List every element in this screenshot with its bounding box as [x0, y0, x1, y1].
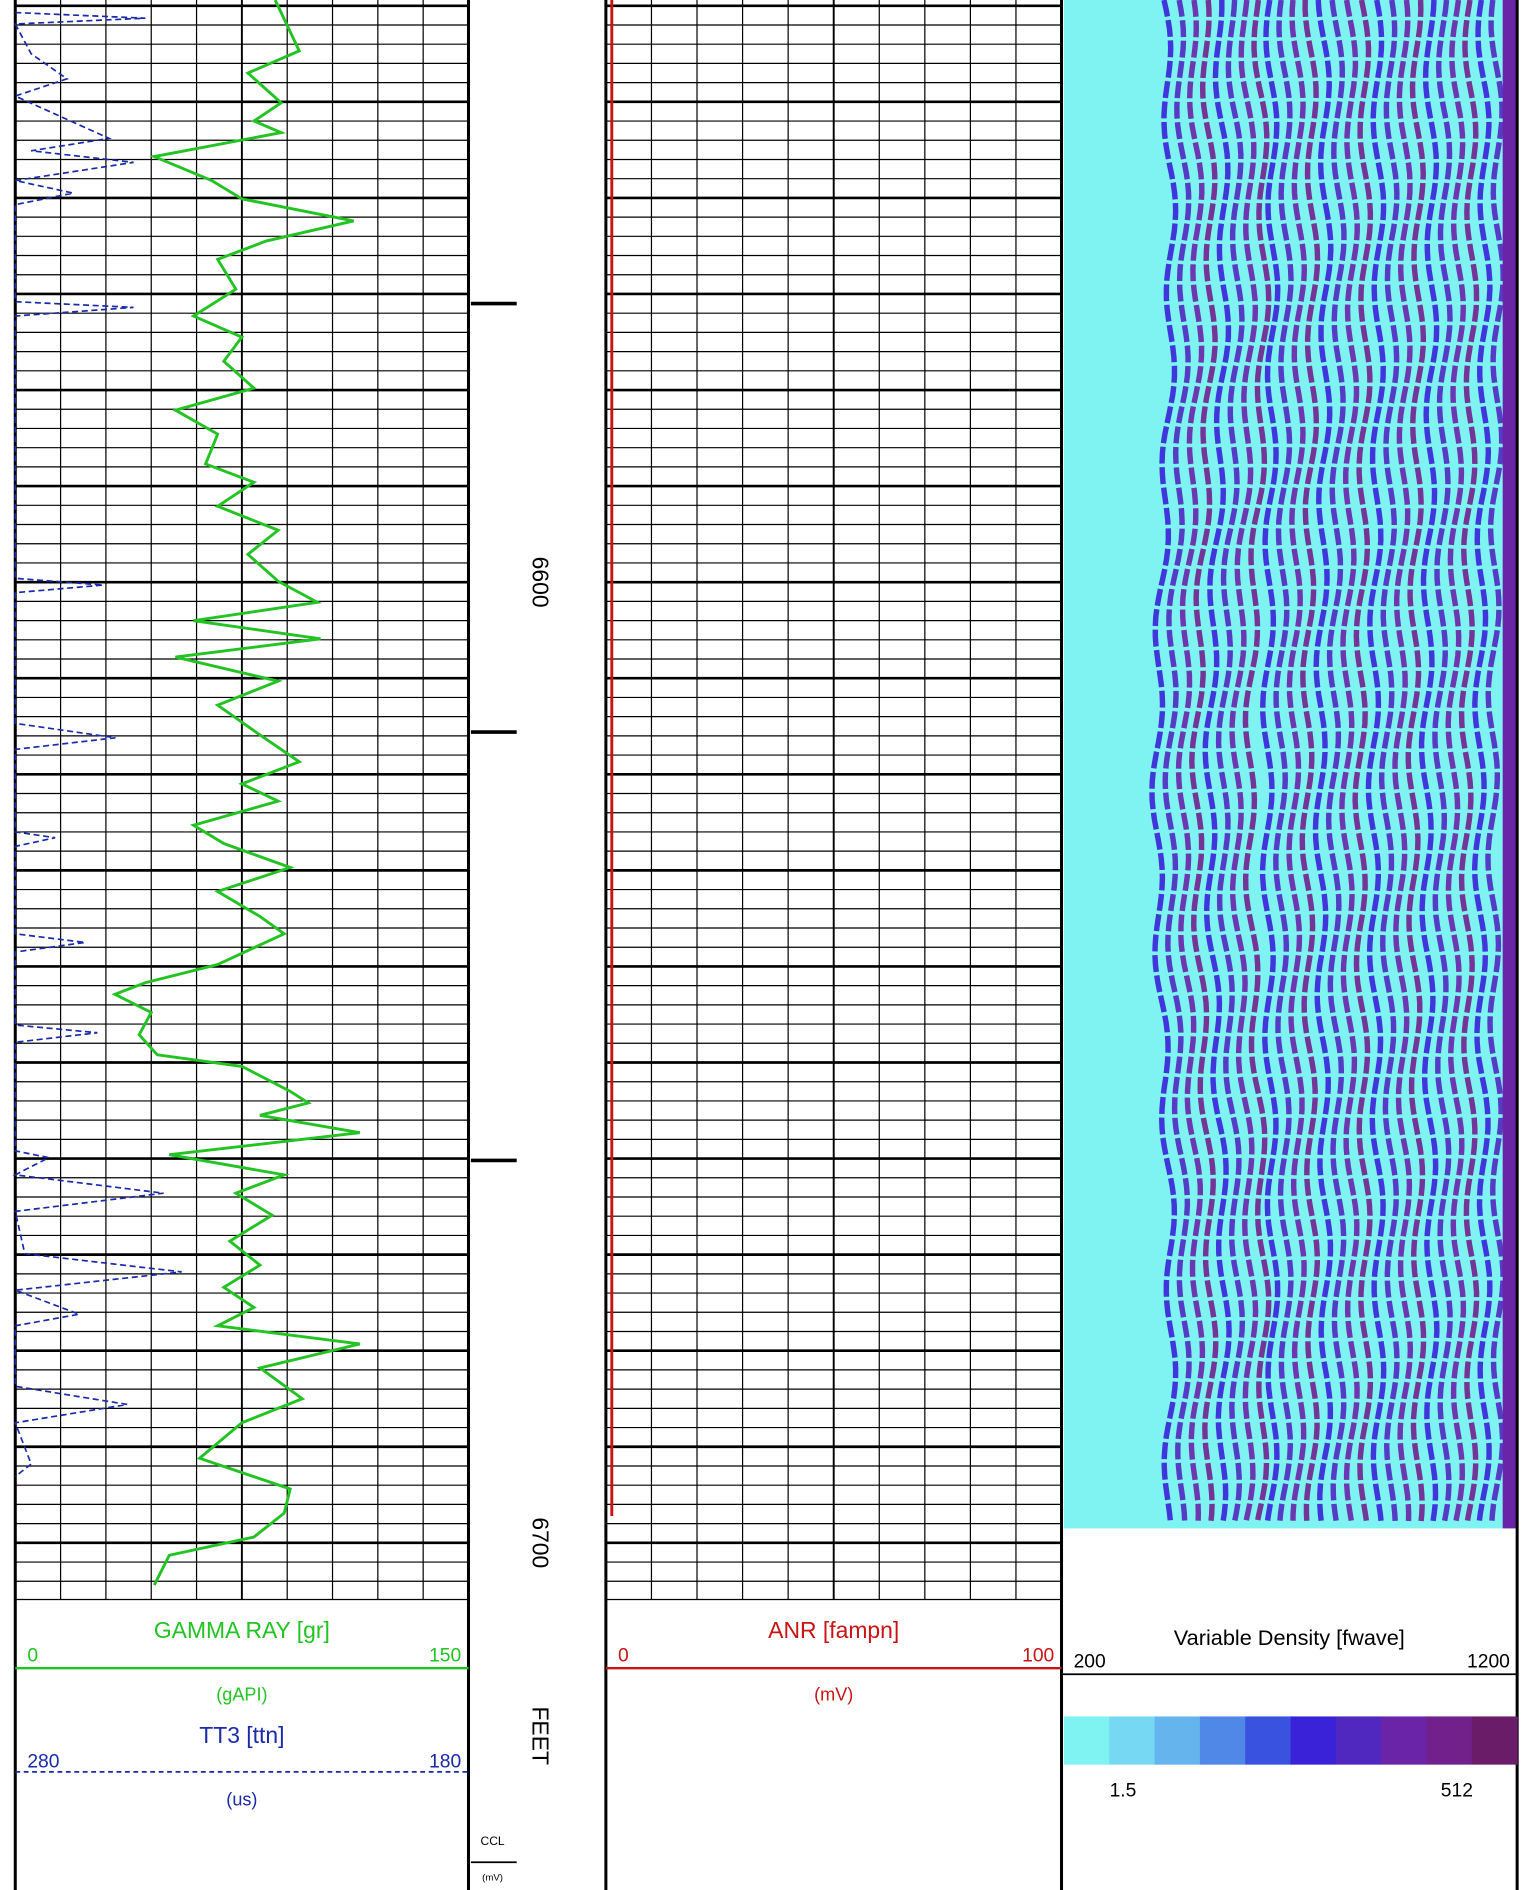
scale-min: 0 — [618, 1645, 629, 1666]
scale-min: 0 — [27, 1645, 38, 1666]
curve-name: ANR [fampn] — [768, 1617, 899, 1643]
vd-stripe — [1325, 0, 1347, 1524]
vd-stripe — [1299, 0, 1321, 1524]
depth-label: 6600 — [527, 557, 553, 608]
vd-background — [1063, 0, 1518, 1529]
vd-stripe — [1259, 0, 1281, 1524]
vd-stripe — [1149, 0, 1179, 1524]
vd-stripe — [1392, 0, 1414, 1524]
vd-stripe — [1458, 0, 1480, 1525]
vd-stripe — [1242, 0, 1272, 1525]
curve-unit: (mV) — [814, 1685, 853, 1705]
vd-stripe — [1445, 0, 1467, 1525]
vd-stripe — [1378, 0, 1400, 1524]
vd-name: Variable Density [fwave] — [1174, 1625, 1405, 1650]
colormap-swatch — [1063, 1716, 1110, 1765]
vd-stripe — [1365, 0, 1387, 1524]
vd-stripe — [1352, 0, 1374, 1524]
colormap-swatch — [1290, 1716, 1337, 1765]
scale-max: 100 — [1022, 1645, 1054, 1666]
depth-label: 6700 — [527, 1517, 553, 1568]
colormap-tick: 512 — [1441, 1780, 1473, 1801]
scale-max: 150 — [429, 1645, 461, 1666]
vd-scale-min: 200 — [1074, 1651, 1106, 1672]
vd-stripe — [1273, 0, 1294, 1524]
vd-stripe — [1202, 0, 1232, 1525]
depth-unit: FEET — [527, 1706, 553, 1765]
colormap-tick: 1.5 — [1110, 1780, 1137, 1801]
colormap-swatch — [1154, 1716, 1201, 1765]
curves — [12, 0, 614, 1586]
vd-stripe — [1229, 0, 1259, 1525]
vd-stripe — [1215, 0, 1246, 1525]
colormap-swatch — [1109, 1716, 1156, 1765]
curve-name: GAMMA RAY [gr] — [154, 1617, 330, 1643]
vd-stripe — [1418, 0, 1440, 1524]
vd-scale-max: 1200 — [1467, 1651, 1510, 1672]
curve-name: TT3 [ttn] — [199, 1722, 284, 1748]
curve-unit: (us) — [226, 1790, 257, 1810]
curve — [111, 0, 361, 1586]
colormap-swatch — [1335, 1716, 1382, 1765]
grid — [13, 0, 1519, 1890]
vd-stripe — [1432, 0, 1453, 1525]
vd-stripe — [1175, 0, 1206, 1524]
labels: GAMMA RAY [gr] 0 150 (gAPI) TT3 [ttn] 280 180 (… — [15, 301, 1518, 1883]
vd-stripe — [1405, 0, 1427, 1524]
colormap-swatch — [1426, 1716, 1473, 1765]
vd-stripe — [1162, 0, 1192, 1524]
scale-max: 180 — [429, 1751, 461, 1772]
colormap-swatch — [1199, 1716, 1246, 1765]
ccl-name: CCL — [481, 1834, 505, 1848]
vd-stripe — [1339, 0, 1360, 1525]
curve-unit: (gAPI) — [216, 1685, 267, 1705]
vd-stripe — [1472, 0, 1493, 1524]
curve — [12, 11, 182, 1478]
variable-density-image — [1063, 0, 1518, 1529]
colormap-swatch — [1245, 1716, 1292, 1765]
vd-edge — [1502, 0, 1518, 1529]
scale-min: 280 — [27, 1751, 59, 1772]
colormap-swatch — [1381, 1716, 1428, 1765]
ccl-unit: (mV) — [482, 1872, 503, 1883]
vd-stripe — [1189, 0, 1219, 1524]
colormap-swatch — [1471, 1716, 1518, 1765]
vd-stripe — [1312, 0, 1334, 1524]
vd-stripe — [1286, 0, 1307, 1524]
